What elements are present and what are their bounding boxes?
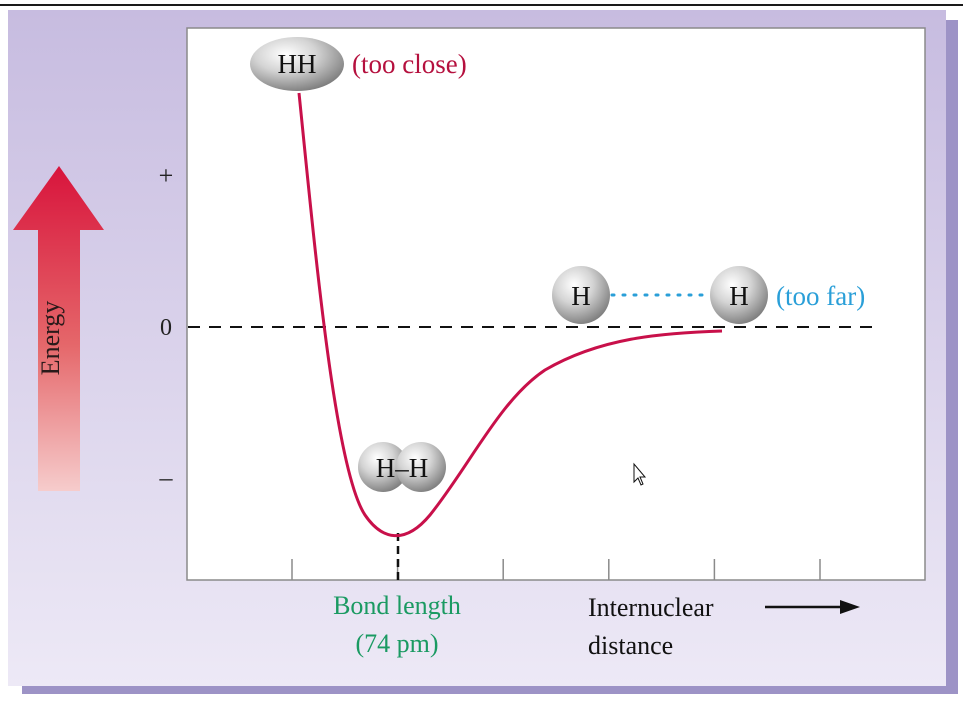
x-axis-arrow-icon (765, 600, 860, 614)
too-far-label: (too far) (776, 281, 865, 311)
y-tick-minus: – (159, 463, 174, 492)
too-close-label: (too close) (352, 49, 467, 79)
bond-length-label: Bond length (333, 591, 461, 620)
h-far-right-sphere (710, 266, 768, 324)
y-tick-zero: 0 (160, 315, 172, 341)
h-far-right-label: H (729, 281, 749, 311)
y-axis-label: Energy (36, 301, 65, 376)
y-tick-plus: + (159, 161, 174, 190)
potential-energy-curve (297, 92, 723, 538)
h-far-left-sphere (552, 266, 610, 324)
h-atom-right-sphere (396, 442, 446, 492)
h-h-bonded-molecule: H–H (358, 442, 446, 492)
x-axis-label-line1: Internuclear (588, 593, 714, 622)
top-border (0, 4, 963, 6)
hh-label: HH (278, 49, 317, 79)
h-h-label: H–H (376, 453, 429, 483)
h-atom-far-right: H (710, 266, 768, 324)
mouse-cursor-icon (633, 462, 647, 486)
energy-arrow-icon (13, 166, 104, 491)
x-axis-label-line2: distance (588, 631, 673, 660)
hh-too-close-molecule: HH (250, 37, 344, 91)
h-far-left-label: H (571, 281, 591, 311)
h-atom-far-left: H (552, 266, 610, 324)
h-atom-left-sphere (358, 442, 408, 492)
hh-sphere (250, 37, 344, 91)
bond-length-value: (74 pm) (355, 629, 438, 658)
